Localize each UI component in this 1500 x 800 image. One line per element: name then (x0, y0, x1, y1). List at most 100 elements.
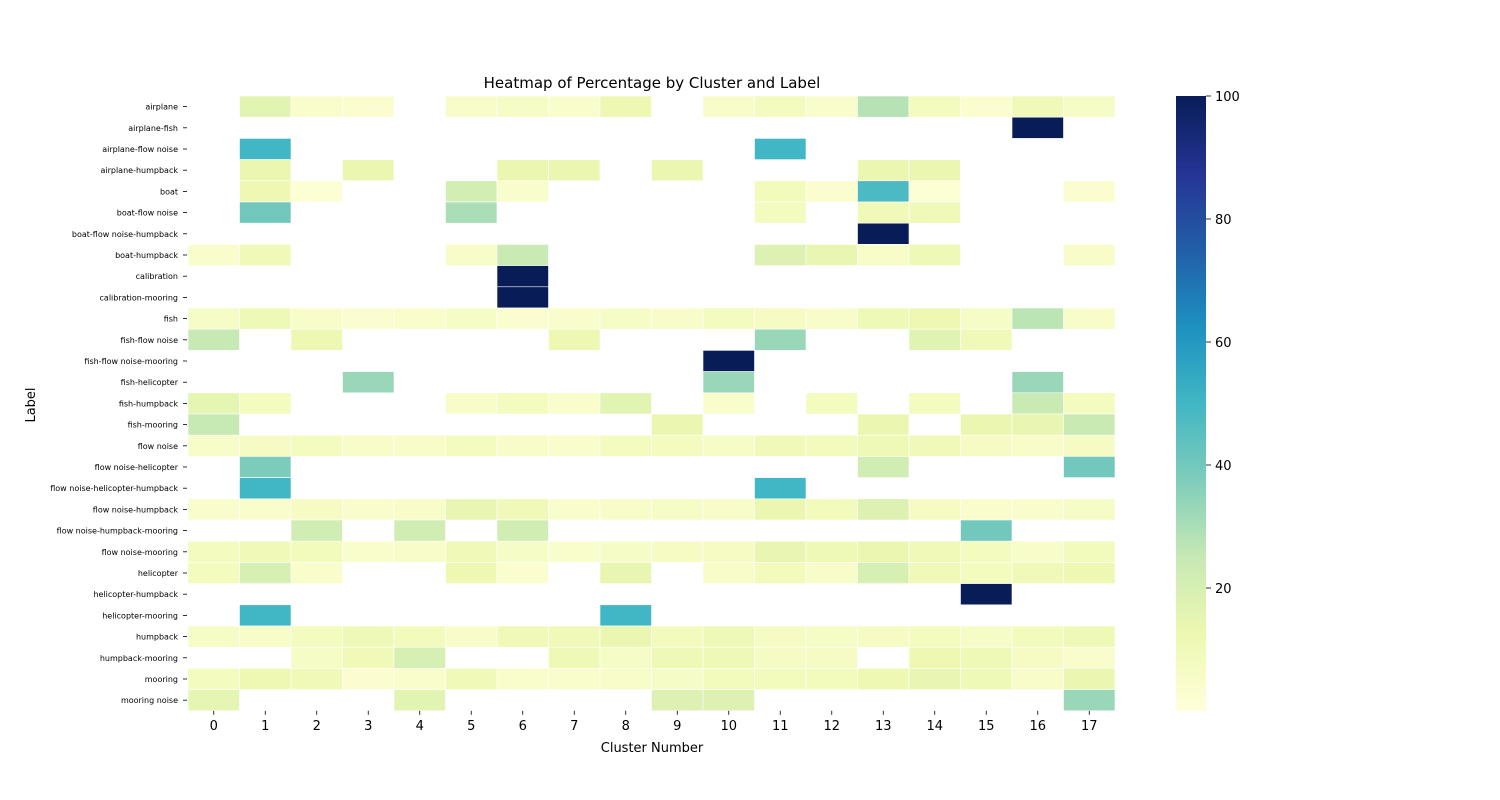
y-tick-label: fish-flow noise (121, 336, 179, 345)
heatmap-cell (1063, 95, 1116, 118)
heatmap-cell (651, 540, 704, 563)
heatmap-cell (290, 668, 343, 690)
heatmap-cell (548, 646, 601, 669)
heatmap-cell (599, 562, 652, 584)
y-axis: airplane airplane-fish airplane-flow noise… (50, 103, 187, 705)
heatmap-cell (805, 434, 858, 457)
heatmap-cell (496, 392, 549, 415)
heatmap-cell (805, 180, 858, 203)
heatmap-cell (651, 668, 704, 690)
heatmap-cell (702, 350, 755, 372)
heatmap-cell (496, 434, 549, 457)
heatmap-cell (805, 668, 858, 690)
heatmap-cell (445, 307, 498, 330)
heatmap-cell (805, 307, 858, 330)
heatmap-cell (754, 540, 807, 563)
heatmap-cell (702, 307, 755, 330)
x-tick-label: 0 (210, 719, 218, 734)
heatmap-cell (857, 562, 910, 584)
heatmap-cell (290, 646, 343, 669)
heatmap-cell (805, 244, 858, 266)
heatmap-cell (239, 477, 292, 500)
heatmap-cell (857, 244, 910, 266)
heatmap-cell (496, 286, 549, 309)
heatmap-cell (342, 159, 395, 182)
x-tick-label: 7 (570, 719, 578, 734)
heatmap-cell (445, 498, 498, 521)
heatmap-cell (548, 159, 601, 182)
heatmap-cell (599, 498, 652, 521)
colorbar-tick-label: 80 (1215, 213, 1232, 228)
heatmap-cell (290, 519, 343, 542)
x-tick-label: 8 (622, 719, 630, 734)
heatmap-cell (239, 540, 292, 563)
y-tick-label: airplane (145, 103, 178, 112)
heatmap-cell (445, 562, 498, 584)
heatmap-cell (754, 244, 807, 266)
x-tick-label: 16 (1029, 719, 1046, 734)
heatmap-cell (290, 625, 343, 648)
heatmap-cell (496, 159, 549, 182)
heatmap-cell (239, 498, 292, 521)
heatmap-cell (908, 328, 961, 351)
heatmap-cell (702, 371, 755, 394)
heatmap-cell (239, 668, 292, 690)
heatmap-cell (754, 562, 807, 584)
heatmap-cell (496, 265, 549, 288)
y-tick-label: mooring (145, 675, 178, 684)
x-tick-label: 1 (261, 719, 269, 734)
heatmap-cell (754, 180, 807, 203)
heatmap-cell (187, 689, 240, 712)
heatmap-cell (239, 180, 292, 203)
heatmap-cell (187, 498, 240, 521)
heatmap-cell (805, 562, 858, 584)
heatmap-cell (1063, 434, 1116, 457)
heatmap-cell (960, 328, 1013, 351)
heatmap-cell (1011, 413, 1064, 436)
y-tick-label: calibration (136, 272, 178, 281)
heatmap-cell (754, 477, 807, 500)
heatmap-cell (445, 201, 498, 224)
heatmap-cell (960, 434, 1013, 457)
heatmap-cell (651, 413, 704, 436)
heatmap-cell (342, 625, 395, 648)
x-tick-label: 2 (313, 719, 321, 734)
heatmap-cell (857, 668, 910, 690)
heatmap-cell (857, 159, 910, 182)
y-tick-label: mooring noise (121, 696, 178, 705)
heatmap-cell (960, 95, 1013, 118)
heatmap-cell (960, 540, 1013, 563)
heatmap-cell (290, 180, 343, 203)
heatmap-cell (342, 307, 395, 330)
heatmap-cell (1011, 392, 1064, 415)
heatmap-cell (290, 540, 343, 563)
x-tick-label: 11 (772, 719, 789, 734)
heatmap-cell (239, 95, 292, 118)
heatmap-cell (702, 392, 755, 415)
heatmap-cell (393, 689, 446, 712)
heatmap-cell (960, 646, 1013, 669)
heatmap-cell (342, 371, 395, 394)
heatmap-cell (548, 668, 601, 690)
y-tick-label: flow noise-helicopter (95, 463, 179, 472)
heatmap-cell (960, 307, 1013, 330)
heatmap-cell (754, 95, 807, 118)
heatmap-cell (908, 540, 961, 563)
heatmap-cell (960, 668, 1013, 690)
heatmap-cell (599, 540, 652, 563)
heatmap-cell (342, 540, 395, 563)
heatmap-cell (1063, 307, 1116, 330)
colorbar-tick-label: 40 (1215, 459, 1232, 474)
heatmap-cell (239, 604, 292, 627)
heatmap-cell (239, 562, 292, 584)
heatmap-cell (187, 413, 240, 436)
heatmap-cell (239, 625, 292, 648)
heatmap-cell (908, 201, 961, 224)
heatmap-cell (548, 625, 601, 648)
heatmap-cell (239, 244, 292, 266)
heatmap-cell (908, 392, 961, 415)
y-tick-label: helicopter (138, 569, 179, 578)
heatmap-cell (1011, 668, 1064, 690)
heatmap-cell (1063, 498, 1116, 521)
y-tick-label: boat-flow noise (117, 209, 178, 218)
